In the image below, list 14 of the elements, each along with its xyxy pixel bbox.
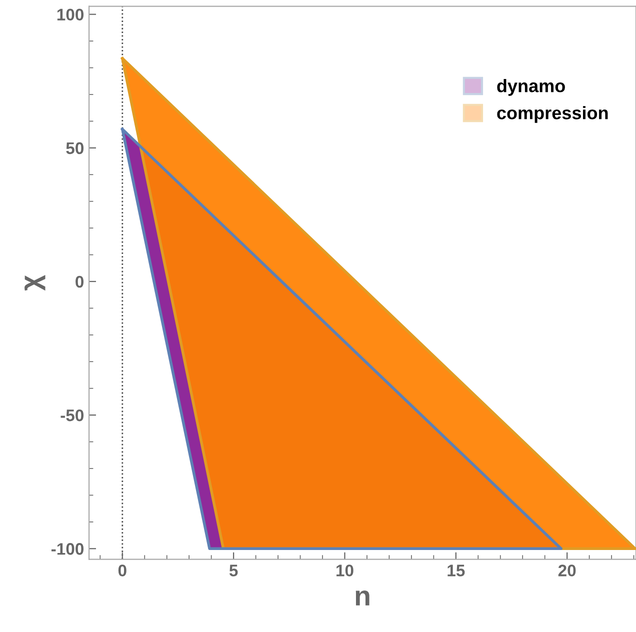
legend-label: compression [497, 106, 608, 123]
y-axis-title: χ [24, 274, 46, 291]
y-tick-label: 50 [66, 142, 84, 154]
y-tick-label: 100 [57, 8, 84, 21]
x-tick-label: 15 [448, 564, 465, 576]
y-tick-label: -100 [51, 543, 84, 555]
y-tick-label: -50 [60, 409, 84, 422]
x-axis-title: n [356, 590, 370, 606]
x-tick-label: 5 [229, 564, 238, 576]
x-tick-label: 20 [558, 564, 576, 576]
x-tick-label: 0 [118, 564, 126, 576]
y-tick-label: 0 [76, 276, 84, 288]
x-tick-label: 10 [336, 564, 354, 576]
legend-label: dynamo [497, 79, 565, 96]
